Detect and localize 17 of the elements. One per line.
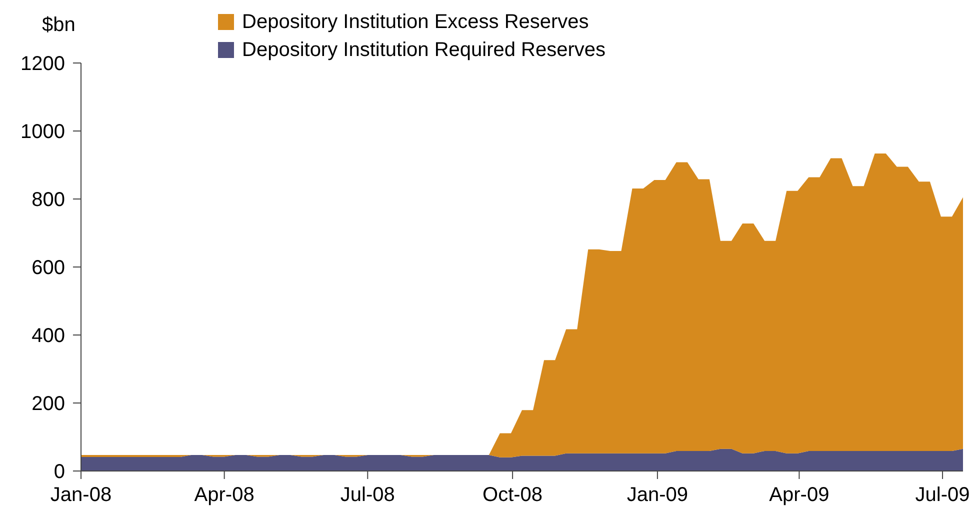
y-tick-label: 400 [32,325,65,348]
y-axis-title: $bn [42,13,76,38]
y-tick-label: 0 [54,461,65,484]
legend-label: Depository Institution Excess Reserves [242,10,589,34]
y-tick-label: 1200 [20,53,65,76]
y-tick-label: 800 [32,189,65,212]
x-tick-label: Apr-09 [769,484,830,506]
x-tick-label: Jan-08 [50,484,112,506]
y-tick-label: 1000 [20,121,65,144]
x-tick-label: Jul-09 [915,484,970,506]
legend-label: Depository Institution Required Reserves [242,38,606,62]
x-tick-label: Oct-08 [482,484,543,506]
y-tick-label: 600 [32,257,65,280]
x-tick-label: Apr-08 [194,484,254,506]
x-tick-label: Jul-08 [340,484,395,506]
y-tick-label: 200 [32,393,65,416]
x-tick-label: Jan-09 [626,484,688,506]
